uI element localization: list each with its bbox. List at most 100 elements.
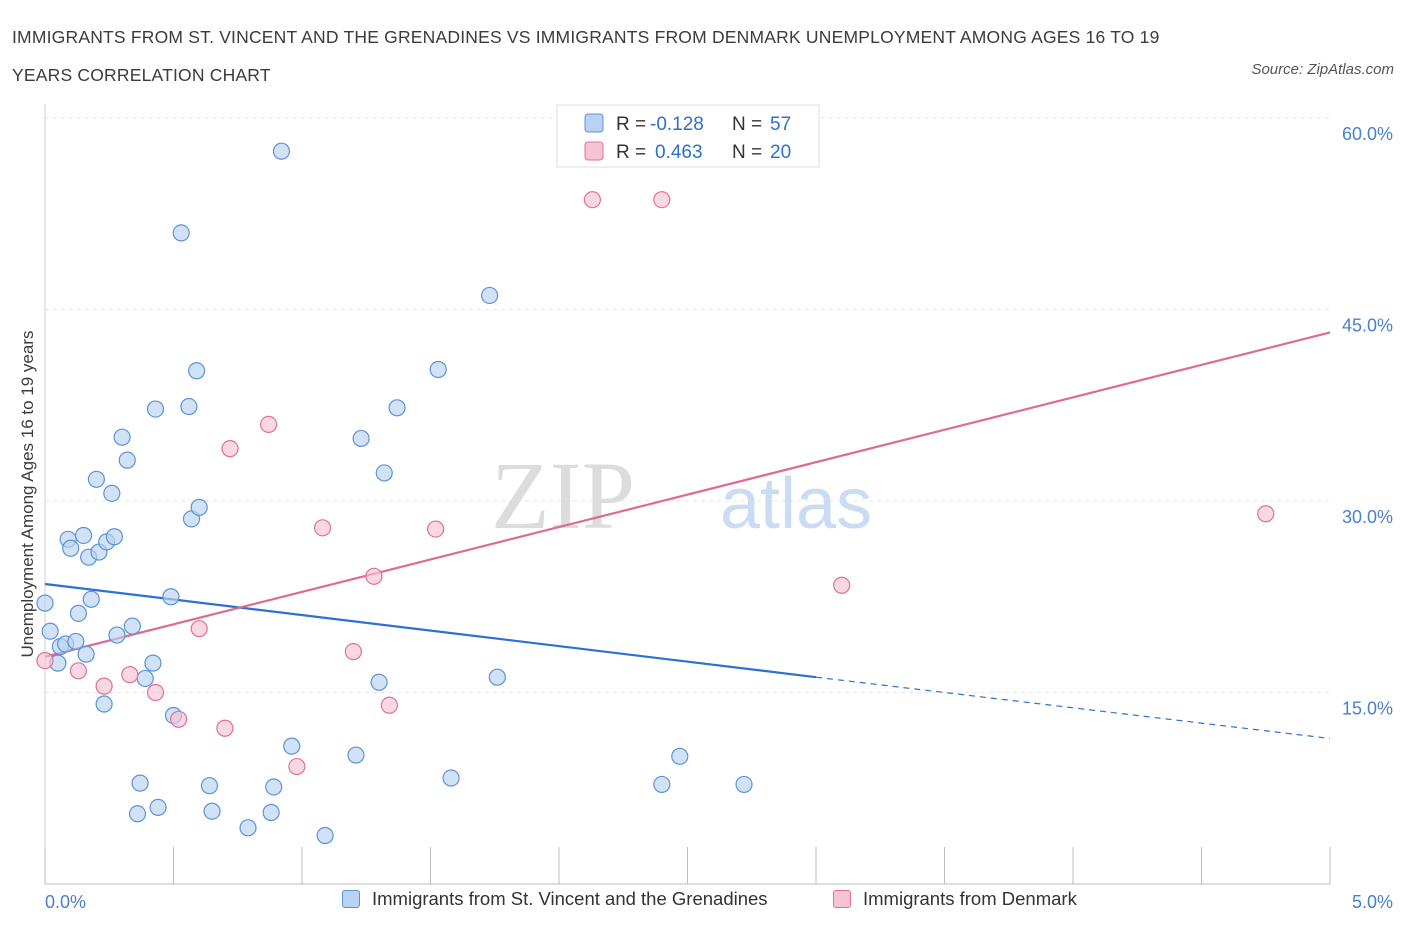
point-st-vincent-32 [180,397,198,416]
point-st-vincent-55 [735,775,753,794]
point-denmark-10 [288,757,306,776]
legend-swatch-pink [833,890,851,908]
point-st-vincent-41 [272,142,291,160]
point-st-vincent-39 [262,803,280,822]
point-st-vincent-28 [149,798,167,817]
point-st-vincent-37 [203,802,221,820]
point-st-vincent-15 [95,695,113,713]
point-st-vincent-44 [347,746,365,764]
point-st-vincent-31 [172,224,190,242]
point-st-vincent-47 [375,464,393,482]
x-tick-label-1: 5.0% [1352,892,1393,912]
stats-legend-n-value-2: 20 [770,142,791,163]
point-st-vincent-12 [82,590,100,608]
point-st-vincent-23 [128,805,147,823]
point-st-vincent-10 [77,645,95,663]
point-st-vincent-9 [74,526,93,545]
point-st-vincent-50 [442,769,460,787]
point-st-vincent-8 [69,604,88,622]
point-denmark-7 [216,719,234,737]
legend-swatch-blue [342,890,360,908]
stats-legend-n-label-2: N = [732,142,762,163]
axes [44,104,1331,885]
stats-legend-swatch-blue [584,113,604,133]
watermark: ZIP atlas [491,442,872,549]
point-st-vincent-46 [370,673,388,691]
point-st-vincent-24 [131,774,149,792]
point-st-vincent-1 [41,622,59,640]
tick-labels: 60.0% 45.0% 30.0% 15.0% 0.0% 5.0% [45,124,1393,912]
point-st-vincent-27 [146,400,165,418]
point-st-vincent-51 [481,286,499,305]
legend-item-st-vincent: Immigrants from St. Vincent and the Gren… [342,888,768,910]
point-st-vincent-19 [108,626,126,644]
point-st-vincent-38 [239,819,257,837]
point-denmark-0 [36,651,54,670]
point-st-vincent-13 [87,470,106,488]
legend-label-denmark: Immigrants from Denmark [863,888,1077,909]
stats-legend: R = -0.128 N = 57 R = 0.463 N = 20 [556,104,820,168]
point-st-vincent-20 [113,428,131,446]
point-denmark-8 [221,440,239,458]
watermark-atlas: atlas [720,464,872,544]
point-st-vincent-0 [36,594,54,612]
point-st-vincent-7 [67,632,85,651]
point-denmark-5 [170,710,188,728]
point-st-vincent-42 [283,737,301,755]
point-st-vincent-22 [123,617,141,635]
point-denmark-15 [427,520,445,538]
chart-title: IMMIGRANTS FROM ST. VINCENT AND THE GREN… [12,27,1160,85]
point-st-vincent-18 [105,528,123,546]
legend-label-st-vincent: Immigrants from St. Vincent and the Gren… [372,888,768,909]
stats-legend-r-value-2: 0.463 [655,142,703,163]
point-st-vincent-17 [103,484,121,502]
point-st-vincent-53 [653,775,671,794]
stats-legend-n-label-1: N = [732,114,762,135]
point-st-vincent-36 [200,777,219,795]
point-denmark-17 [653,191,671,209]
point-st-vincent-48 [388,399,406,417]
point-st-vincent-45 [352,429,370,448]
point-denmark-6 [190,620,208,638]
point-denmark-16 [583,191,602,209]
watermark-zip: ZIP [491,442,635,549]
bottom-legend: Immigrants from St. Vincent and the Gren… [0,888,1406,918]
point-denmark-11 [313,519,332,537]
point-denmark-18 [833,576,851,594]
point-denmark-4 [146,683,165,702]
stats-legend-r-value-1: -0.128 [650,114,704,135]
point-denmark-12 [344,643,362,661]
point-st-vincent-35 [190,498,208,516]
point-denmark-3 [121,666,139,684]
trend-line-denmark [44,331,1331,658]
stats-legend-n-value-1: 57 [770,114,791,135]
point-st-vincent-34 [188,362,206,380]
point-denmark-2 [95,677,113,695]
trend-line-st-vincent-extrapolated [815,676,1331,740]
data-points [36,142,1275,845]
y-tick-label-2: 30.0% [1342,507,1393,527]
point-st-vincent-26 [144,654,162,672]
y-tick-label-3: 15.0% [1342,699,1393,719]
y-axis-label: Unemployment Among Ages 16 to 19 years [18,331,37,658]
stats-legend-swatch-pink [584,141,604,161]
point-denmark-19 [1257,505,1275,523]
point-denmark-9 [259,415,278,433]
point-st-vincent-43 [316,826,334,845]
point-st-vincent-40 [265,778,283,796]
y-tick-label-1: 45.0% [1342,316,1393,336]
stats-legend-r-label-1: R = [616,114,646,135]
x-tick-label-0: 0.0% [45,892,86,912]
stats-legend-r-label-2: R = [616,142,646,163]
point-st-vincent-54 [671,747,689,765]
y-tick-label-0: 60.0% [1342,124,1393,144]
point-st-vincent-6 [62,539,80,557]
point-st-vincent-52 [488,668,506,686]
point-st-vincent-21 [118,451,136,469]
point-denmark-1 [69,662,88,680]
point-st-vincent-29 [162,588,180,606]
point-denmark-13 [365,567,383,585]
point-denmark-14 [380,696,398,714]
trend-lines [44,331,1331,740]
